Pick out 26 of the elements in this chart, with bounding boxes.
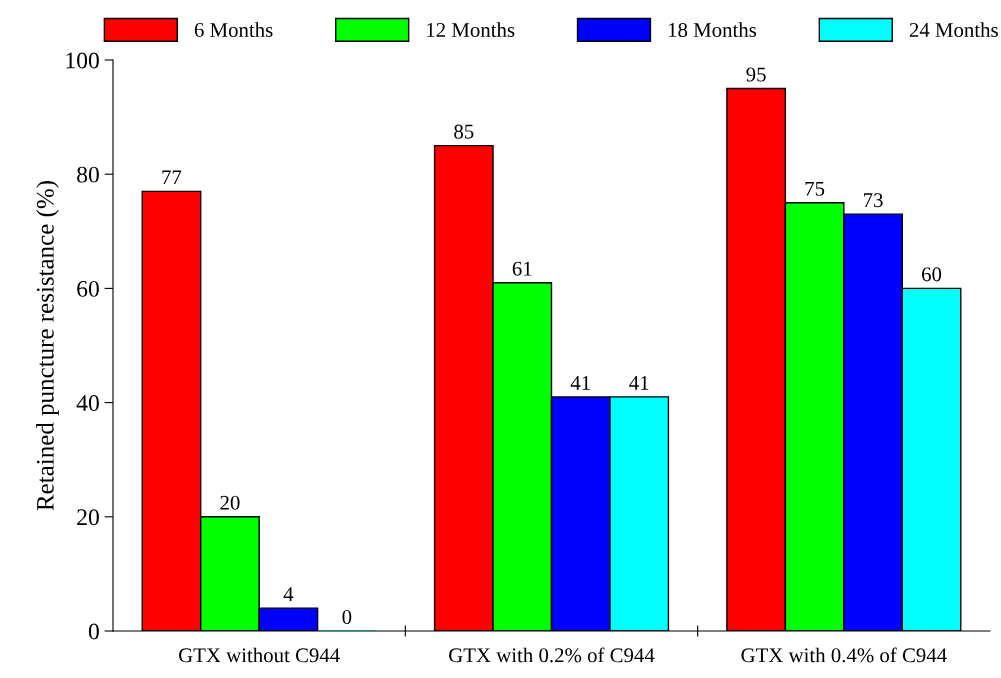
y-tick-label: 60: [77, 280, 99, 297]
y-tick-label: 80: [77, 166, 99, 183]
data-label: 41: [570, 375, 590, 390]
legend-label: 24 Months: [909, 22, 998, 38]
data-label: 73: [864, 193, 883, 208]
data-label: 61: [512, 261, 532, 276]
data-label: 0: [342, 609, 352, 624]
x-tick-label: GTX with 0.4% of C944: [741, 647, 947, 663]
legend-label: 18 Months: [668, 22, 757, 38]
data-label: 95: [746, 67, 766, 82]
data-label: 60: [922, 267, 942, 282]
data-label: 41: [629, 375, 649, 390]
data-label: 85: [454, 124, 474, 139]
y-tick-label: 20: [77, 509, 99, 526]
legend-label: 12 Months: [427, 22, 515, 38]
x-tick-label: GTX with 0.2% of C944: [449, 647, 655, 663]
data-label: 75: [805, 181, 825, 196]
y-axis-title: Retained puncture resistance (%): [36, 181, 59, 511]
legend-label: 6 Months: [194, 22, 273, 38]
data-label: 4: [283, 587, 294, 601]
y-tick-label: 100: [66, 52, 99, 69]
y-tick-label: 0: [88, 623, 99, 640]
x-tick-label: GTX without C944: [179, 647, 340, 663]
data-label: 77: [162, 170, 182, 185]
y-tick-label: 40: [76, 395, 99, 412]
data-label: 20: [220, 495, 240, 510]
